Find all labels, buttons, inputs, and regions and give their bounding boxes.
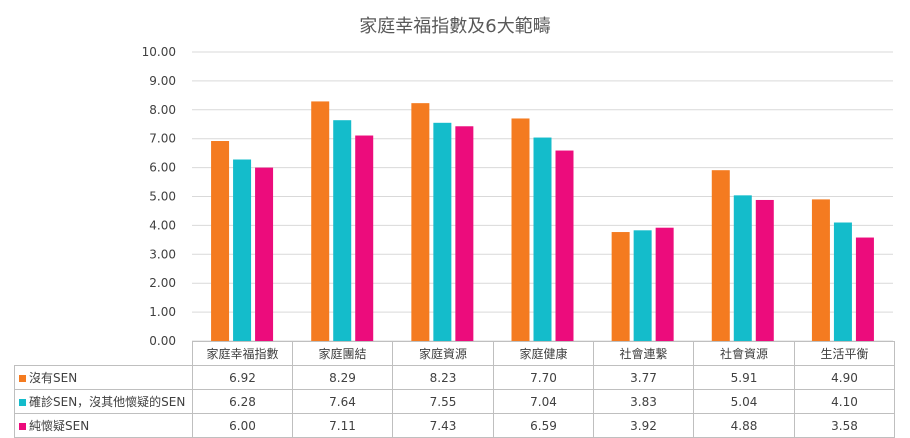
bar [855, 237, 874, 341]
legend-key [19, 399, 26, 406]
y-tick-label: 9.00 [149, 74, 176, 88]
data-label: 4.90 [794, 365, 895, 390]
data-label: 3.58 [794, 413, 895, 438]
data-label: 4.88 [693, 413, 795, 438]
data-label: 6.28 [192, 389, 293, 414]
data-label: 7.11 [292, 413, 393, 438]
bar [711, 170, 730, 341]
data-label: 4.10 [794, 389, 895, 414]
series-name: 沒有SEN [29, 371, 78, 385]
bar [355, 135, 374, 341]
data-label: 7.64 [292, 389, 393, 414]
table-row: 純懷疑SEN 6.00 7.11 7.43 6.59 3.92 4.88 3.58 [14, 413, 895, 438]
y-tick-label: 2.00 [149, 276, 176, 290]
bar [211, 141, 230, 341]
x-tick-label: 家庭健康 [493, 341, 594, 366]
table-row: 確診SEN，沒其他懷疑的SEN 6.28 7.64 7.55 7.04 3.83 5.04 4… [14, 389, 895, 414]
table-corner [14, 341, 193, 366]
y-tick-label: 5.00 [149, 190, 176, 204]
bar [455, 126, 474, 341]
bar [311, 101, 330, 341]
series-name: 純懷疑SEN [29, 419, 90, 433]
bar [633, 230, 652, 341]
data-label: 6.59 [493, 413, 594, 438]
y-tick-label: 4.00 [149, 218, 176, 232]
bar [433, 122, 452, 342]
y-tick-label: 3.00 [149, 247, 176, 261]
data-label: 7.55 [392, 389, 494, 414]
bar [733, 195, 752, 341]
data-label: 8.29 [292, 365, 393, 390]
legend-entry: 沒有SEN [14, 365, 193, 390]
data-label: 7.04 [493, 389, 594, 414]
data-label: 8.23 [392, 365, 494, 390]
bar [255, 167, 274, 341]
data-label: 5.04 [693, 389, 795, 414]
bar [555, 150, 574, 341]
data-label: 6.92 [192, 365, 293, 390]
bar [533, 137, 552, 341]
x-tick-label: 生活平衡 [794, 341, 895, 366]
y-tick-label: 10.00 [142, 45, 176, 59]
bar [611, 232, 630, 341]
data-label: 6.00 [192, 413, 293, 438]
bar [655, 227, 674, 341]
bar [755, 199, 774, 341]
data-label: 5.91 [693, 365, 795, 390]
data-table: 家庭幸福指數 家庭團結 家庭資源 家庭健康 社會連繫 社會資源 生活平衡 沒有SEN 6.92 8… [14, 341, 895, 438]
x-tick-label: 家庭幸福指數 [192, 341, 293, 366]
series-name: 確診SEN，沒其他懷疑的SEN [29, 395, 186, 409]
x-tick-label: 家庭資源 [392, 341, 494, 366]
y-tick-label: 1.00 [149, 305, 176, 319]
data-label: 3.83 [593, 389, 694, 414]
table-row: 沒有SEN 6.92 8.29 8.23 7.70 3.77 5.91 4.90 [14, 365, 895, 390]
x-tick-label: 社會資源 [693, 341, 795, 366]
bar [411, 103, 430, 341]
x-tick-label: 社會連繫 [593, 341, 694, 366]
data-label: 7.43 [392, 413, 494, 438]
legend-entry: 確診SEN，沒其他懷疑的SEN [14, 389, 193, 414]
y-tick-label: 6.00 [149, 161, 176, 175]
bar [511, 118, 530, 341]
bar [833, 222, 852, 341]
y-tick-label: 8.00 [149, 103, 176, 117]
legend-key [19, 423, 26, 430]
chart-title: 家庭幸福指數及6大範疇 [359, 16, 551, 37]
bar [811, 199, 830, 341]
y-tick-label: 7.00 [149, 132, 176, 146]
data-label: 3.92 [593, 413, 694, 438]
legend-entry: 純懷疑SEN [14, 413, 193, 438]
data-label: 7.70 [493, 365, 594, 390]
table-header-row: 家庭幸福指數 家庭團結 家庭資源 家庭健康 社會連繫 社會資源 生活平衡 [14, 341, 895, 366]
bar [233, 159, 252, 341]
x-tick-label: 家庭團結 [292, 341, 393, 366]
data-label: 3.77 [593, 365, 694, 390]
bar [333, 120, 352, 341]
legend-key [19, 375, 26, 382]
